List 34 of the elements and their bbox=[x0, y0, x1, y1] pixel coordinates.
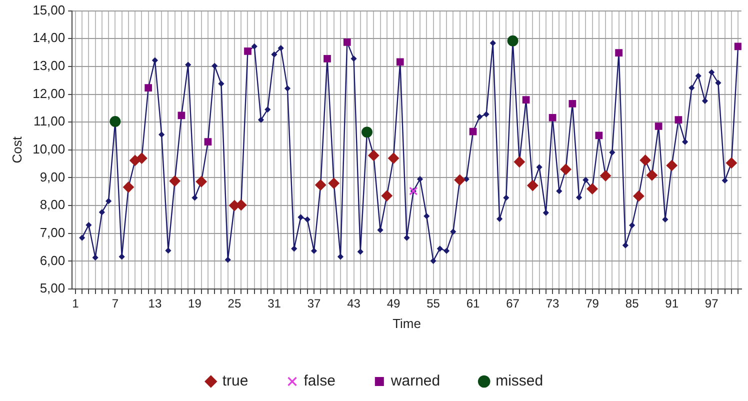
legend-label: warned bbox=[390, 372, 440, 390]
x-axis-title: Time bbox=[392, 316, 421, 331]
y-tick-label: 8,00 bbox=[40, 197, 66, 212]
x-tick-label: 67 bbox=[506, 296, 520, 311]
y-tick-label: 11,00 bbox=[34, 114, 66, 129]
x-tick-label: 49 bbox=[386, 296, 401, 311]
y-tick-label: 10,00 bbox=[32, 141, 66, 156]
x-tick-label: 55 bbox=[426, 296, 440, 311]
y-tick-label: 5,00 bbox=[40, 280, 66, 296]
y-tick-label: 9,00 bbox=[40, 169, 66, 184]
x-tick-label: 1 bbox=[72, 296, 80, 311]
x-tick-label: 31 bbox=[268, 296, 282, 311]
x-tick-label: 13 bbox=[148, 296, 162, 311]
x-tick-label: 79 bbox=[586, 296, 600, 311]
x-tick-label: 25 bbox=[228, 296, 242, 311]
y-tick-label: 12,00 bbox=[32, 86, 66, 101]
x-tick-label: 7 bbox=[112, 296, 119, 311]
x-tick-label: 97 bbox=[704, 296, 719, 311]
y-tick-label: 7,00 bbox=[40, 224, 66, 240]
legend-label: true bbox=[222, 372, 248, 390]
legend-label: false bbox=[304, 372, 336, 390]
x-tick-label: 91 bbox=[665, 296, 679, 311]
y-tick-label: 6,00 bbox=[40, 252, 66, 268]
x-tick-label: 61 bbox=[466, 296, 480, 311]
y-axis-title: Cost bbox=[9, 136, 24, 164]
x-tick-label: 85 bbox=[625, 296, 640, 311]
y-tick-label: 13,00 bbox=[32, 58, 66, 74]
x-tick-label: 19 bbox=[188, 296, 202, 311]
x-tick-label: 43 bbox=[347, 296, 361, 311]
x-tick-label: 37 bbox=[307, 296, 321, 311]
x-tick-label: 73 bbox=[546, 296, 560, 311]
y-tick-label: 15,00 bbox=[32, 2, 66, 18]
legend-label: missed bbox=[496, 372, 544, 390]
y-tick-label: 14,00 bbox=[32, 30, 66, 46]
